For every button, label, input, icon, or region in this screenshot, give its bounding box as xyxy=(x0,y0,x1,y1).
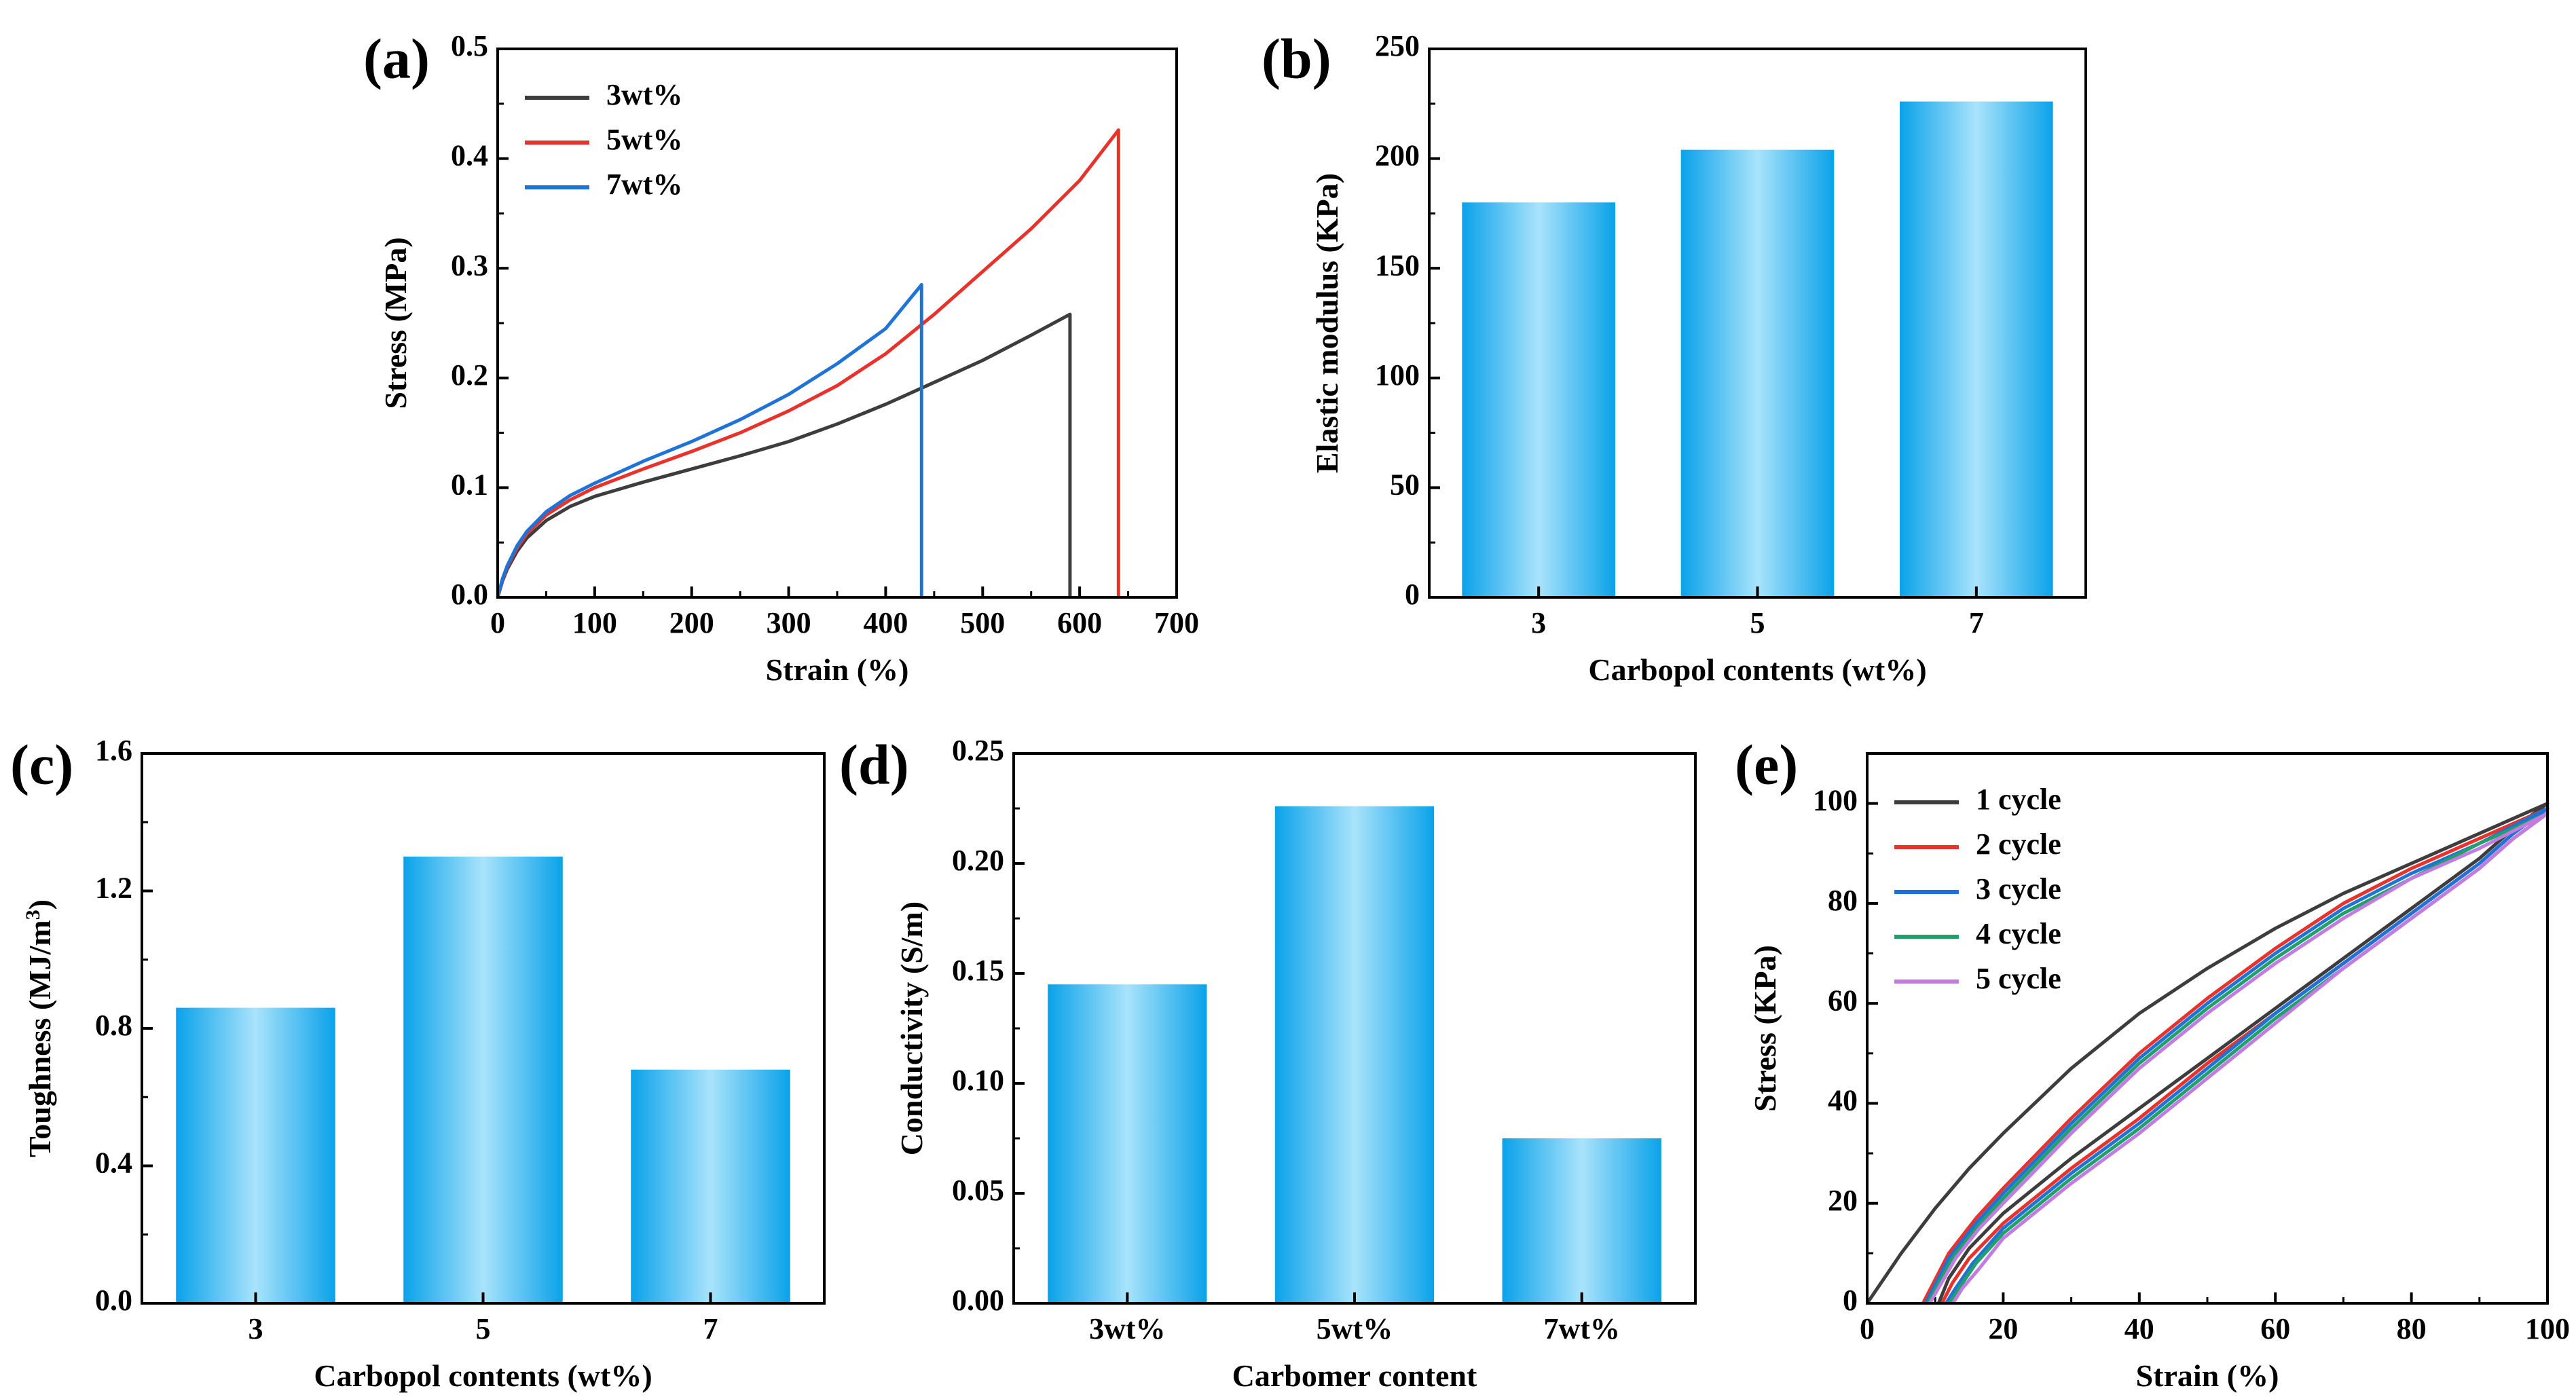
x-tick-label: 100 xyxy=(2525,1312,2570,1345)
y-axis-title: Stress (KPa) xyxy=(1748,945,1782,1112)
x-tick-label: 20 xyxy=(1988,1312,2018,1345)
legend-label: 4 cycle xyxy=(1976,917,2061,950)
panel-label: (b) xyxy=(1262,27,1331,90)
legend-label: 3wt% xyxy=(606,78,682,111)
axes-frame xyxy=(141,752,826,1305)
y-tick-label: 1.2 xyxy=(95,872,132,905)
series-line-7wt- xyxy=(496,282,923,598)
x-tick-label: 100 xyxy=(572,606,617,639)
y-tick-label: 0.0 xyxy=(95,1284,132,1317)
y-tick-label: 250 xyxy=(1375,29,1420,62)
y-tick-label: 20 xyxy=(1828,1184,1858,1217)
series-line-5wt- xyxy=(496,128,1120,598)
y-tick-label: 0 xyxy=(1843,1284,1858,1317)
panel-label: (a) xyxy=(363,27,430,90)
x-tick-label: 200 xyxy=(669,606,714,639)
y-tick-label: 100 xyxy=(1375,358,1420,392)
legend-label: 3 cycle xyxy=(1976,872,2061,906)
panel-c-toughness-chart: (c) 0.0 0.4 0.8 1.2 1.6 3 5 7 Carbopol contents (… xyxy=(10,733,826,1393)
y-tick-label: 0.1 xyxy=(451,468,488,501)
y-tick-label: 40 xyxy=(1828,1084,1858,1117)
y-tick-label: 0.10 xyxy=(952,1064,1004,1097)
y-tick-label: 150 xyxy=(1375,248,1420,282)
legend-label: 1 cycle xyxy=(1976,783,2061,816)
y-tick-label: 60 xyxy=(1828,984,1858,1017)
y-tick-label: 0.3 xyxy=(451,248,488,282)
bar-7wt% xyxy=(1502,1138,1661,1303)
bar-3 xyxy=(176,1007,335,1303)
bar-7 xyxy=(631,1069,790,1303)
y-tick-label: 0.0 xyxy=(451,578,488,611)
legend-label: 2 cycle xyxy=(1976,827,2061,861)
y-tick-label: 0.8 xyxy=(95,1009,132,1042)
x-tick-label: 500 xyxy=(960,606,1005,639)
y-tick-label: 0.25 xyxy=(952,734,1004,767)
bar-7 xyxy=(1900,101,2053,597)
y-tick-label: 0.20 xyxy=(952,844,1004,877)
x-tick-label: 0 xyxy=(490,606,505,639)
x-tick-label: 3 xyxy=(249,1312,263,1345)
x-tick-label: 700 xyxy=(1154,606,1199,639)
x-axis-title: Carbopol contents (wt%) xyxy=(314,1358,652,1393)
panel-a-stress-strain-chart: (a) 0.0 0.1 0.2 0.3 0.4 0.5 0 100 200 300 400 500 600… xyxy=(363,27,1199,687)
y-tick-label: 1.6 xyxy=(95,734,132,767)
legend-label: 7wt% xyxy=(606,168,682,201)
x-tick-label: 60 xyxy=(2260,1312,2290,1345)
x-tick-label: 40 xyxy=(2124,1312,2154,1345)
y-tick-label: 0.15 xyxy=(952,954,1004,987)
axes-frame xyxy=(1428,48,2087,599)
y-tick-label: 80 xyxy=(1828,884,1858,917)
panel-d-conductivity-chart: (d) 0.00 0.05 0.10 0.15 0.20 0.25 3wt% 5wt% 7wt% C… xyxy=(839,733,1697,1393)
x-tick-label: 5 xyxy=(476,1312,491,1345)
y-tick-label: 0 xyxy=(1405,578,1420,611)
axes-frame xyxy=(1866,752,2549,1305)
y-tick-label: 100 xyxy=(1813,784,1858,817)
y-tick-label: 200 xyxy=(1375,139,1420,172)
bar-5 xyxy=(1680,149,1835,597)
panel-label: (c) xyxy=(10,733,73,796)
x-tick-label: 7 xyxy=(1969,606,1984,639)
x-axis-title: Carbopol contents (wt%) xyxy=(1588,652,1926,687)
x-axis-title: Strain (%) xyxy=(2136,1358,2279,1393)
series-line-3wt- xyxy=(496,312,1072,598)
legend-label: 5wt% xyxy=(606,123,682,156)
legend-label: 5 cycle xyxy=(1976,962,2061,995)
y-tick-label: 0.2 xyxy=(451,358,488,392)
panel-label: (e) xyxy=(1735,733,1798,796)
x-tick-label: 0 xyxy=(1860,1312,1875,1345)
y-tick-label: 0.4 xyxy=(451,139,488,172)
y-axis-title: Elastic modulus (KPa) xyxy=(1310,173,1344,473)
bar-3wt% xyxy=(1048,984,1207,1303)
y-tick-label: 0.4 xyxy=(95,1146,132,1180)
x-axis-title: Carbomer content xyxy=(1232,1358,1477,1393)
y-tick-label: 0.00 xyxy=(952,1284,1004,1317)
x-tick-label: 7 xyxy=(703,1312,718,1345)
y-axis-title: Toughness (MJ/m3) xyxy=(22,899,58,1157)
y-axis-title: Stress (MPa) xyxy=(378,237,413,409)
x-tick-label: 7wt% xyxy=(1543,1312,1619,1345)
bar-5 xyxy=(403,856,563,1303)
panel-e-cyclic-loading-chart: (e) 0 20 40 60 80 100 0 20 40 60 80 100 1 cycle 2 cycl… xyxy=(1735,733,2570,1393)
x-tick-label: 400 xyxy=(863,606,908,639)
x-tick-label: 80 xyxy=(2397,1312,2427,1345)
x-tick-label: 3 xyxy=(1531,606,1546,639)
y-tick-label: 0.5 xyxy=(451,29,488,62)
x-tick-label: 600 xyxy=(1057,606,1102,639)
y-tick-label: 50 xyxy=(1390,468,1420,501)
x-tick-label: 5wt% xyxy=(1317,1312,1393,1345)
bar-3 xyxy=(1462,202,1615,597)
panel-b-elastic-modulus-chart: (b) 0 50 100 150 200 250 3 5 7 Carbopol contents (… xyxy=(1262,27,2087,687)
x-tick-label: 300 xyxy=(767,606,811,639)
axes-frame xyxy=(496,48,1178,599)
x-tick-label: 5 xyxy=(1750,606,1765,639)
bar-5wt% xyxy=(1274,806,1435,1303)
y-axis-title: Conductivity (S/m) xyxy=(894,901,929,1155)
x-tick-label: 3wt% xyxy=(1089,1312,1165,1345)
y-tick-label: 0.05 xyxy=(952,1174,1004,1207)
panel-label: (d) xyxy=(839,733,909,796)
axes-frame xyxy=(1012,752,1697,1305)
x-axis-title: Strain (%) xyxy=(766,652,909,687)
